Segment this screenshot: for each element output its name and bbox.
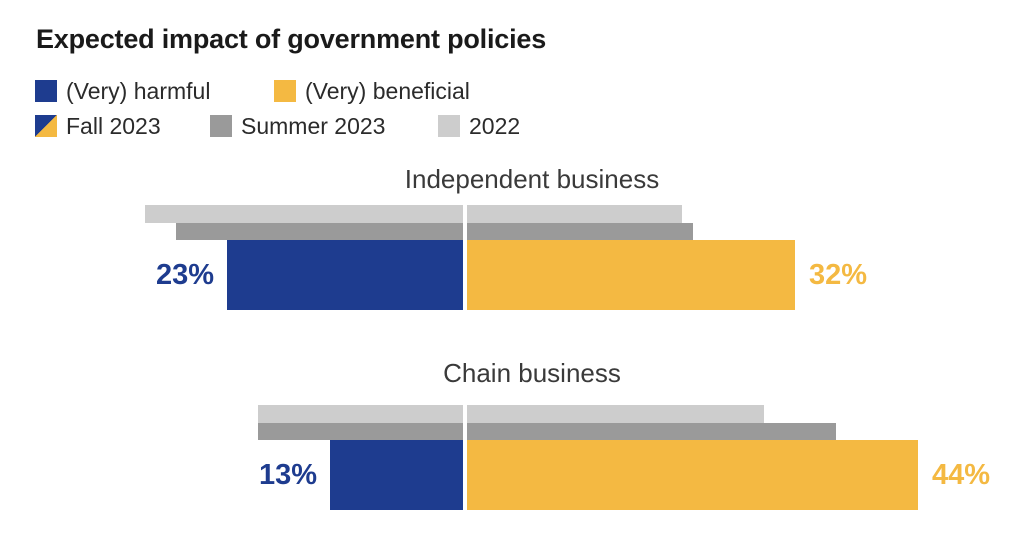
- bar-independent-business-2022-harmful: [145, 205, 463, 223]
- group-label-independent-business: Independent business: [404, 164, 660, 194]
- legend-label-beneficial: (Very) beneficial: [305, 77, 470, 104]
- bar-chain-business-2022-harmful: [258, 405, 463, 423]
- legend-label-fall-2023: Fall 2023: [66, 112, 161, 139]
- bar-independent-business-summer-2023-harmful: [176, 223, 463, 240]
- harmful-swatch-icon: [35, 80, 57, 102]
- bars-independent-business: 23% 32%: [0, 205, 1024, 310]
- value-label-independent-business-beneficial: 32%: [809, 259, 868, 291]
- bar-chain-business-fall-2023-beneficial: [467, 440, 918, 510]
- legend-label-2022: 2022: [469, 112, 521, 139]
- legend-label-harmful: (Very) harmful: [66, 77, 211, 104]
- bar-chain-business-2022-beneficial: [467, 405, 764, 423]
- group-label-chain-business: Chain business: [443, 358, 621, 388]
- fall-2023-swatch-icon: [35, 115, 57, 137]
- legend-label-summer-2023: Summer 2023: [241, 112, 386, 139]
- year-2022-swatch-icon: [438, 115, 460, 137]
- legend-item-beneficial: (Very) beneficial: [274, 78, 470, 104]
- bar-chain-business-summer-2023-harmful: [258, 423, 463, 440]
- value-label-independent-business-harmful: 23%: [155, 259, 214, 291]
- summer-2023-swatch-icon: [210, 115, 232, 137]
- bar-independent-business-fall-2023-beneficial: [467, 240, 795, 310]
- beneficial-swatch-icon: [274, 80, 296, 102]
- bar-chain-business-fall-2023-harmful: [330, 440, 463, 510]
- value-label-chain-business-harmful: 13%: [258, 459, 317, 491]
- legend-item-harmful: (Very) harmful: [35, 78, 210, 104]
- legend-item-fall-2023: Fall 2023: [35, 113, 161, 139]
- bar-independent-business-fall-2023-harmful: [227, 240, 463, 310]
- bar-independent-business-summer-2023-beneficial: [467, 223, 693, 240]
- bar-chain-business-summer-2023-beneficial: [467, 423, 836, 440]
- value-label-chain-business-beneficial: 44%: [932, 459, 991, 491]
- legend-item-2022: 2022: [438, 113, 520, 139]
- legend-item-summer-2023: Summer 2023: [210, 113, 385, 139]
- bar-independent-business-2022-beneficial: [467, 205, 682, 223]
- bars-chain-business: 13% 44%: [0, 405, 1024, 510]
- chart-title: Expected impact of government policies: [36, 24, 547, 54]
